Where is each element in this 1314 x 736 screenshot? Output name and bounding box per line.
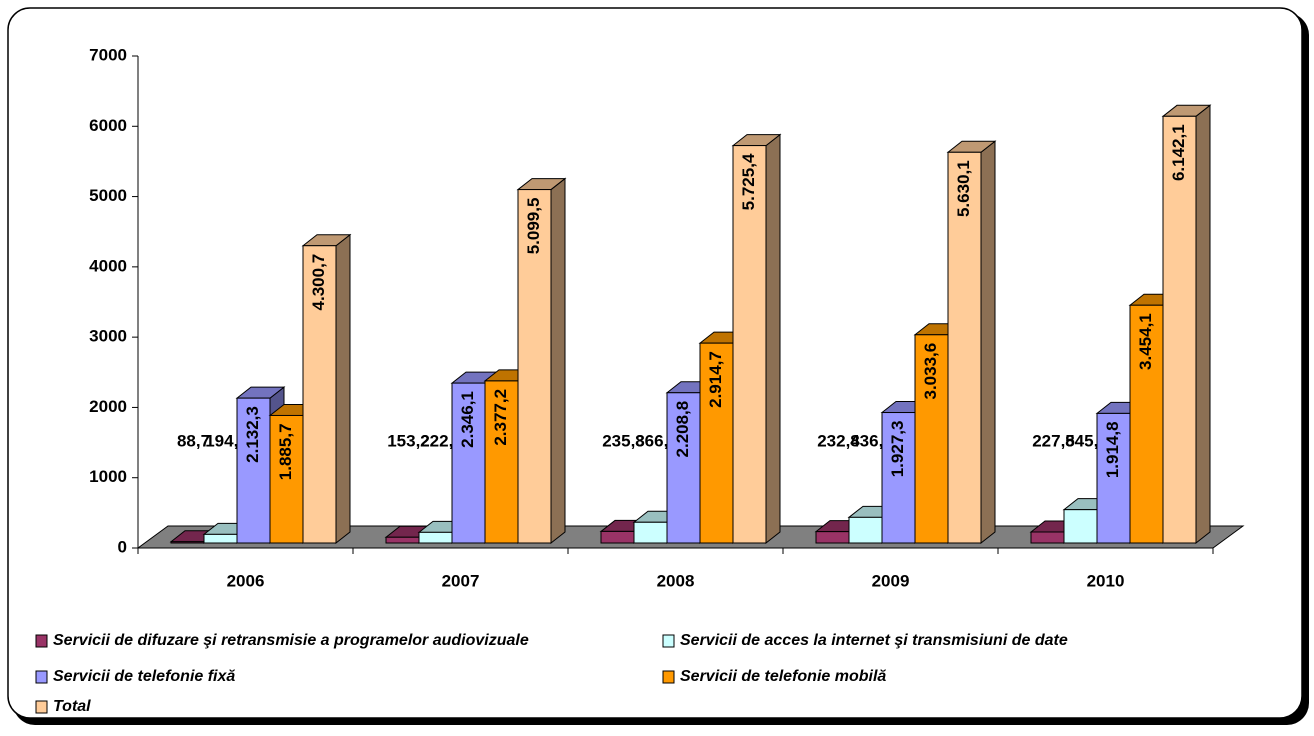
legend-label: Total [53,698,91,715]
y-tick-label: 1000 [89,467,127,486]
bar-side [980,140,996,545]
bar [1063,509,1098,544]
value-label: 2.132,3 [243,406,262,463]
y-tick-label: 2000 [89,397,127,416]
y-tick-label: 0 [118,537,127,556]
value-label: 2.346,1 [458,391,477,448]
bar [418,531,453,544]
y-tick-label: 3000 [89,327,127,346]
value-label: 2.208,8 [673,401,692,458]
legend-label: Servicii de difuzare şi retransmisie a p… [53,632,529,649]
bar-side [1195,104,1211,545]
value-label: 3.033,6 [921,343,940,400]
bar-side [550,177,566,545]
value-label: 232,8 [817,431,860,450]
y-tick-label: 7000 [89,45,127,64]
value-label: 1.914,8 [1103,421,1122,478]
bar [517,189,552,544]
bar [914,334,949,544]
bar-side [335,233,351,545]
bar [302,245,337,544]
bar [881,412,916,544]
y-tick-label: 6000 [89,116,127,135]
bar [1129,304,1164,544]
bar [848,516,883,544]
bar [203,533,238,544]
legend-swatch [35,670,48,684]
bar [815,531,850,544]
value-label: 2.914,7 [706,351,725,408]
bar [451,382,486,544]
value-label: 88,7 [177,431,210,450]
bar [385,536,420,544]
value-label: 6.142,1 [1169,124,1188,181]
legend-swatch [35,634,48,648]
value-label: 5.725,4 [739,153,758,210]
bar [1030,531,1065,544]
value-label: 1.885,7 [276,423,295,480]
bar [600,530,635,544]
bar [236,397,271,544]
value-label: 4.300,7 [309,254,328,311]
value-label: 227,8 [1032,431,1075,450]
y-tick-label: 4000 [89,256,127,275]
bar [170,541,205,544]
bar [1162,115,1197,544]
legend-label: Servicii de telefonie fixă [53,668,235,685]
value-label: 2.377,2 [491,389,510,446]
legend-label: Servicii de telefonie mobilă [680,668,886,685]
value-label: 235,8 [602,431,645,450]
legend-swatch [35,700,48,714]
value-label: 5.630,1 [954,160,973,217]
value-label: 5.099,5 [524,198,543,255]
x-tick-label: 2006 [227,571,265,590]
bar [633,521,668,544]
legend-swatch [662,670,675,684]
x-tick-label: 2010 [1087,571,1125,590]
bar [732,145,767,544]
x-tick-label: 2008 [657,571,695,590]
bar [484,380,519,544]
legend-swatch [662,634,675,648]
bar-side [765,133,781,545]
bar [947,151,982,544]
value-label: 153,2 [387,431,430,450]
x-tick-label: 2007 [442,571,480,590]
value-label: 3.454,1 [1136,313,1155,370]
x-tick-label: 2009 [872,571,910,590]
frame [7,7,1303,719]
y-tick-label: 5000 [89,186,127,205]
bar [666,392,701,544]
legend-label: Servicii de acces la internet şi transmi… [680,632,1068,649]
value-label: 1.927,3 [888,421,907,478]
